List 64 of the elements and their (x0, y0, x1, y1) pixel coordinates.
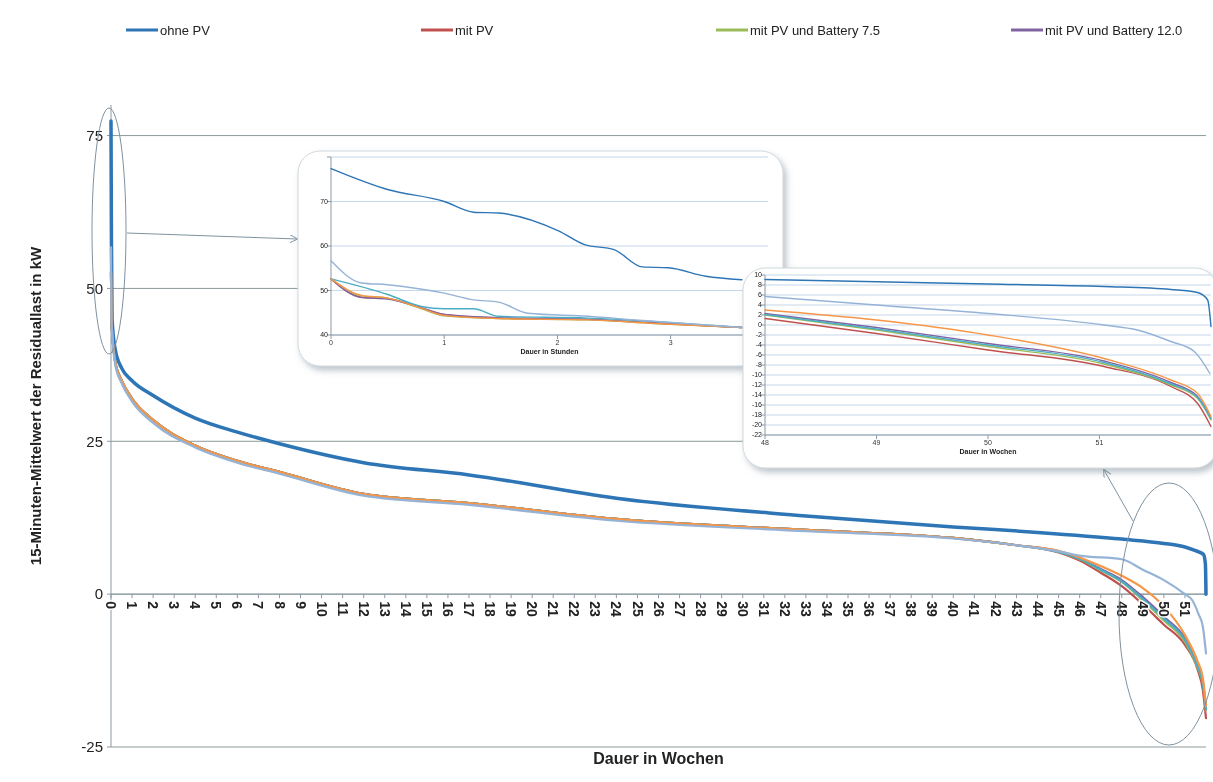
x-tick-label: 7 (250, 601, 267, 610)
x-tick-label: 40 (945, 601, 962, 617)
x-tick-label: 26 (650, 601, 667, 617)
x-tick-label: 20 (524, 601, 541, 617)
x-tick-label: 16 (440, 601, 457, 617)
line-series (330, 167, 743, 281)
x-tick-label: 46 (1071, 601, 1088, 617)
x-tick-label: 27 (671, 601, 688, 617)
legend-label: ohne PV (160, 22, 211, 38)
x-tick-label: 31 (755, 601, 772, 617)
x-tick-label: 14 (397, 601, 414, 617)
x-tick-label: 21 (545, 601, 562, 617)
x-tick-label: 48 (1113, 601, 1130, 617)
x-tick-label: 23 (587, 601, 604, 617)
y-tick-label: 75 (86, 126, 103, 144)
x-tick-label: 47 (1092, 601, 1109, 617)
x-tick-label: 0 (103, 601, 120, 610)
x-tick-label: 19 (503, 601, 520, 617)
x-tick-label: 11 (334, 601, 351, 617)
x-tick-label: 18 (482, 601, 499, 617)
x-tick-label: 6 (229, 601, 246, 610)
legend-label: mit PV und Battery 12.0 (1045, 22, 1183, 38)
x-tick-label: 4 (187, 601, 204, 610)
x-tick-label: 17 (461, 601, 478, 617)
line-series (764, 278, 1212, 328)
line-series (109, 119, 1208, 596)
x-tick-label: 43 (1008, 601, 1025, 617)
y-tick-label: -25 (81, 738, 103, 756)
x-tick-label: 32 (776, 601, 793, 617)
x-tick-label: 12 (355, 601, 372, 617)
x-tick-label: 37 (882, 601, 899, 617)
y-tick-label: 50 (86, 279, 103, 297)
x-tick-label: 34 (819, 601, 836, 617)
x-tick-label: 25 (629, 601, 646, 617)
x-tick-label: 44 (1029, 601, 1046, 617)
x-tick-label: 29 (713, 601, 730, 617)
x-tick-label: 45 (1050, 601, 1067, 617)
x-tick-label: 41 (966, 601, 983, 617)
x-tick-label: 3 (166, 601, 183, 610)
x-tick-label: 9 (292, 601, 309, 610)
x-tick-label: 49 (1134, 601, 1151, 617)
legend-label: mit PV und Battery 7.5 (750, 22, 881, 38)
x-tick-label: 51 (1177, 601, 1194, 617)
x-tick-label: 8 (271, 601, 288, 610)
x-tick-label: 39 (924, 601, 941, 617)
x-tick-label: 28 (692, 601, 709, 617)
line-series (330, 259, 743, 329)
x-tick-label: 1 (124, 601, 141, 610)
x-tick-label: 24 (608, 601, 625, 617)
x-tick-label: 5 (208, 601, 225, 610)
x-axis-title: Dauer in Wochen (593, 750, 724, 767)
x-tick-label: 35 (840, 601, 857, 617)
x-tick-label: 38 (903, 601, 920, 617)
x-tick-label: 36 (861, 601, 878, 617)
x-tick-label: 2 (145, 601, 162, 610)
x-tick-label: 42 (987, 601, 1004, 617)
x-tick-label: 13 (376, 601, 393, 617)
y-axis-title: 15-Minuten-Mittelwert der Residuallast in kW (27, 245, 44, 566)
x-tick-label: 50 (1155, 601, 1172, 617)
legend-label: mit PV (455, 22, 494, 38)
x-tick-label: 22 (566, 601, 583, 617)
x-tick-label: 15 (418, 601, 435, 617)
x-tick-label: 33 (798, 601, 814, 617)
x-tick-label: 30 (734, 601, 751, 617)
